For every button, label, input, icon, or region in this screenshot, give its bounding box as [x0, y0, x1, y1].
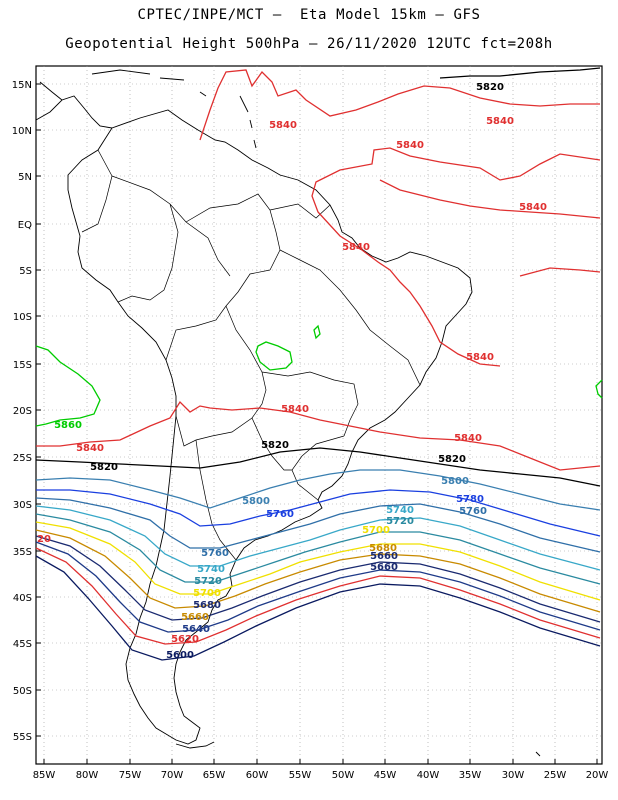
contour-5820 — [35, 447, 601, 487]
country-borders — [81, 149, 421, 561]
contour-5840-east — [379, 179, 601, 277]
longitude-labels: 85W 80W 75W 70W 65W 60W 55W 50W 45W 40W 35W 30W 25W 2… — [33, 770, 609, 781]
contour-5740 — [35, 505, 601, 571]
contour-5700 — [35, 521, 601, 601]
central-america-coastline — [35, 81, 113, 129]
contour-label: 5820 — [90, 462, 118, 473]
contour-5680 — [35, 529, 601, 613]
graticule — [36, 66, 602, 764]
lon-label: 65W — [203, 770, 226, 781]
lon-label: 25W — [544, 770, 567, 781]
contour-label: 5600 — [166, 650, 194, 661]
lat-label: 15N — [12, 80, 32, 91]
lon-label: 35W — [459, 770, 482, 781]
lat-label: 30S — [13, 500, 32, 511]
contour-5760 — [35, 497, 601, 553]
contour-label: 5660 — [370, 551, 398, 562]
contour-label: 5840 — [486, 116, 514, 127]
contour-5860-brazil — [255, 324, 321, 371]
contour-5840-north — [199, 69, 601, 367]
lon-label: 20W — [586, 770, 609, 781]
map-frame — [35, 65, 603, 765]
contour-label: 5720 — [386, 516, 414, 527]
contour-label: 5840 — [281, 404, 309, 415]
tierra-del-fuego — [175, 741, 541, 757]
map-title: CPTEC/INPE/MCT – Eta Model 15km – GFS — [137, 7, 481, 23]
contour-5820-north — [439, 67, 601, 79]
contour-label: 5760 — [201, 548, 229, 559]
contour-5840-middle — [36, 400, 601, 471]
contour-label: 5820 — [438, 454, 466, 465]
lat-label: 50S — [13, 686, 32, 697]
lat-label: 5N — [18, 172, 32, 183]
lon-label: 85W — [33, 770, 56, 781]
contour-label: 5820 — [261, 440, 289, 451]
lon-label: 70W — [161, 770, 184, 781]
contour-label: 5640 — [182, 624, 210, 635]
lon-label: 75W — [119, 770, 142, 781]
contour-label: 5800 — [242, 496, 270, 507]
lon-label: 60W — [246, 770, 269, 781]
contour-label: 5840 — [342, 242, 370, 253]
contour-5860-west — [35, 345, 101, 427]
contour-label: 5840 — [396, 140, 424, 151]
lon-label: 55W — [289, 770, 312, 781]
contour-label: 5680 — [369, 543, 397, 554]
lat-label: 55S — [13, 732, 32, 743]
contour-label: 5760 — [266, 509, 294, 520]
contour-label: 5620 — [171, 634, 199, 645]
contour-label: 5840 — [269, 120, 297, 131]
lat-label: 10N — [12, 126, 32, 137]
contour-5600 — [35, 555, 601, 661]
contour-labels: 5820 5840 5840 5840 5840 5840 5840 5840 5840 5860… — [37, 82, 547, 661]
contour-5800 — [35, 469, 601, 511]
caribbean-islands — [91, 69, 257, 149]
lat-label: 5S — [19, 266, 32, 277]
lon-label: 45W — [374, 770, 397, 781]
lat-label: 40S — [13, 593, 32, 604]
axis-ticks — [36, 83, 598, 764]
lat-label: 35S — [13, 547, 32, 558]
contour-label: 5700 — [362, 525, 390, 536]
lat-label: 10S — [13, 312, 32, 323]
contour-label: 5780 — [456, 494, 484, 505]
lat-label: 25S — [13, 453, 32, 464]
contour-label: 5660 — [370, 562, 398, 573]
contour-label: 5740 — [197, 564, 225, 575]
geopotential-contours — [35, 67, 603, 661]
lon-label: 50W — [332, 770, 355, 781]
contour-5640 — [35, 541, 601, 633]
lon-label: 80W — [76, 770, 99, 781]
lat-label: EQ — [18, 220, 32, 231]
lon-label: 30W — [502, 770, 525, 781]
contour-label: 5740 — [386, 505, 414, 516]
lon-label: 40W — [417, 770, 440, 781]
contour-5620 — [35, 547, 601, 645]
contour-label: 5760 — [459, 506, 487, 517]
contour-label: 5680 — [193, 600, 221, 611]
contour-5860-east-edge — [595, 379, 603, 399]
lat-label: 20S — [13, 406, 32, 417]
contour-label: 20 — [37, 534, 51, 545]
contour-label: 5860 — [54, 420, 82, 431]
contour-label: 5800 — [441, 476, 469, 487]
contour-5780 — [36, 489, 601, 537]
map-subtitle: Geopotential Height 500hPa – 26/11/2020 … — [65, 36, 553, 52]
latitude-labels: 15N 10N 5N EQ 5S 10S 15S 20S 25S 30S 35S 40S 45S 50S 5… — [12, 80, 32, 743]
contour-label: 5840 — [466, 352, 494, 363]
contour-5660 — [35, 535, 601, 623]
contour-5720 — [35, 513, 601, 585]
contour-label: 5840 — [76, 443, 104, 454]
contour-label: 5660 — [181, 612, 209, 623]
south-america-coastline — [67, 109, 473, 745]
lat-label: 15S — [13, 360, 32, 371]
lat-label: 45S — [13, 639, 32, 650]
contour-label: 5720 — [194, 576, 222, 587]
contour-label: 5840 — [454, 433, 482, 444]
contour-label: 5840 — [519, 202, 547, 213]
contour-label: 5700 — [193, 588, 221, 599]
contour-label: 5820 — [476, 82, 504, 93]
